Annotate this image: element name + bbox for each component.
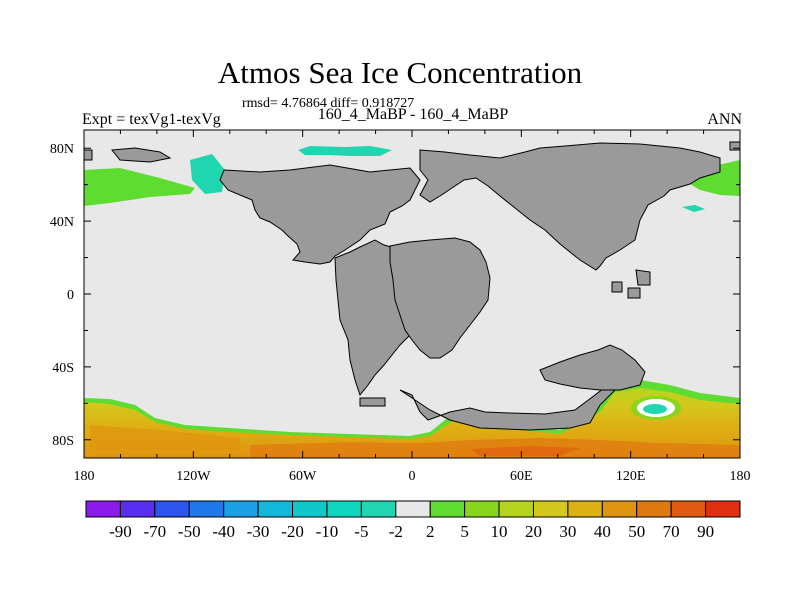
- season-label: ANN: [707, 111, 742, 128]
- colorbar: -90 -70 -50 -40 -30 -20 -10 -5 -2 2 5 10 20 30 40 50 70 9…: [85, 500, 741, 541]
- colorbar-label: 50: [628, 522, 645, 541]
- x-tick-label: 120W: [176, 469, 211, 484]
- north-america: [219, 164, 421, 265]
- antarctic-low-anomaly: [631, 396, 681, 420]
- axis-labels: 180 120W 60W 0 60E 120E 180 80N 40N 0 40S 80S: [50, 142, 751, 484]
- colorbar-label: -30: [247, 522, 270, 541]
- colorbar-swatch: [154, 500, 190, 518]
- greenland-fragment: [111, 147, 172, 163]
- colorbar-swatch: [464, 500, 500, 518]
- island-fragment-4: [359, 397, 386, 407]
- colorbar-swatch: [223, 500, 259, 518]
- colorbar-label: -70: [144, 522, 167, 541]
- colorbar-swatch: [670, 500, 707, 518]
- colorbar-label: -2: [389, 522, 403, 541]
- colorbar-label: -50: [178, 522, 201, 541]
- chart-title: Atmos Sea Ice Concentration: [217, 55, 583, 90]
- colorbar-swatch: [395, 500, 431, 518]
- colorbar-swatch: [326, 500, 362, 518]
- colorbar-label: 30: [559, 522, 576, 541]
- x-tick-label: 60E: [510, 469, 533, 484]
- x-tick-label: 180: [74, 469, 95, 484]
- arctic-anomalies: [84, 146, 740, 212]
- land-masses: [84, 141, 740, 431]
- colorbar-swatch: [257, 500, 294, 518]
- colorbar-label: 40: [594, 522, 611, 541]
- colorbar-label: -20: [281, 522, 304, 541]
- eurasia: [419, 142, 721, 271]
- colorbar-swatch: [636, 500, 672, 518]
- colorbar-label: 2: [426, 522, 435, 541]
- colorbar-swatch: [601, 500, 638, 518]
- colorbar-swatch: [292, 500, 328, 518]
- africa: [389, 237, 491, 359]
- southern-ocean-anomaly: [84, 380, 740, 458]
- run-label: 160_4_MaBP - 160_4_MaBP: [317, 106, 509, 123]
- colorbar-swatch: [188, 500, 225, 518]
- colorbar-swatch: [85, 500, 121, 518]
- y-tick-label: 0: [67, 288, 74, 303]
- australia: [539, 344, 646, 391]
- experiment-label: Expt = texVg1-texVg: [82, 111, 221, 128]
- island-fragment-5: [729, 141, 740, 151]
- colorbar-swatch: [119, 500, 156, 518]
- island-fragment-2: [627, 287, 641, 299]
- colorbar-swatch: [705, 500, 741, 518]
- island-fragment-1: [611, 281, 623, 293]
- y-tick-label: 80S: [52, 434, 74, 449]
- axis-ticks: [83, 130, 741, 458]
- island-fragment-3: [84, 149, 93, 161]
- colorbar-label: 10: [491, 522, 508, 541]
- y-tick-label: 40N: [50, 215, 74, 230]
- colorbar-label: 20: [525, 522, 542, 541]
- colorbar-label: -90: [109, 522, 132, 541]
- colorbar-swatch: [567, 500, 603, 518]
- japan-fragment: [635, 269, 651, 286]
- colorbar-label: 5: [460, 522, 469, 541]
- colorbar-label: 70: [663, 522, 680, 541]
- colorbar-label: 90: [697, 522, 714, 541]
- colorbar-label: -10: [316, 522, 339, 541]
- colorbar-swatch: [360, 500, 397, 518]
- rmsd-stats: rmsd= 4.76864 diff= 0.918727: [242, 96, 415, 111]
- colorbar-label: -5: [354, 522, 368, 541]
- antarctica-peninsula: [399, 384, 622, 431]
- x-tick-label: 180: [730, 469, 751, 484]
- x-tick-label: 60W: [289, 469, 317, 484]
- colorbar-swatch: [532, 500, 569, 518]
- x-tick-label: 120E: [616, 469, 646, 484]
- colorbar-label: -40: [212, 522, 235, 541]
- y-tick-label: 40S: [52, 361, 74, 376]
- colorbar-swatch: [429, 500, 466, 518]
- y-tick-label: 80N: [50, 142, 74, 157]
- x-tick-label: 0: [409, 469, 416, 484]
- colorbar-swatch: [498, 500, 534, 518]
